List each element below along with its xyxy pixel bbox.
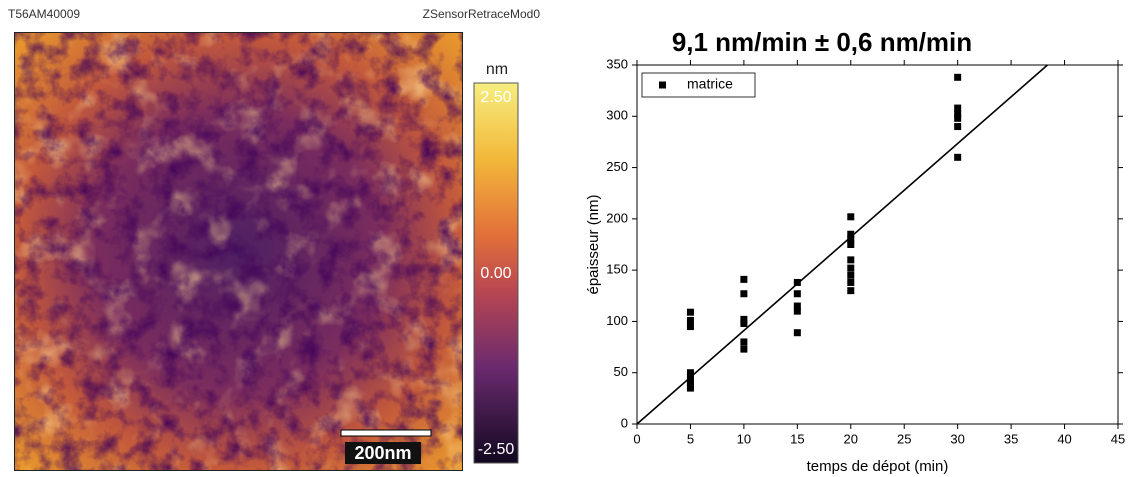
point [793, 290, 801, 298]
point [954, 104, 962, 112]
point [686, 377, 694, 385]
point [847, 235, 855, 243]
point [847, 213, 855, 221]
legend-marker [659, 81, 666, 89]
plot-frame [636, 64, 1119, 425]
point [847, 241, 855, 248]
point [686, 384, 694, 392]
colorbar-unit: nm [486, 61, 508, 78]
x-axis-label: temps de dépot (min) [807, 458, 949, 475]
point [793, 307, 801, 315]
point [740, 345, 748, 353]
colorbar-tick-label: 0.00 [480, 265, 511, 282]
point [686, 308, 694, 316]
point [740, 338, 748, 346]
point [686, 373, 694, 381]
colorbar-tick-label: -2.50 [478, 441, 515, 458]
point [686, 323, 694, 331]
point [954, 114, 962, 122]
point [740, 319, 748, 327]
x-tick-label: 30 [950, 431, 964, 446]
x-tick-label: 20 [844, 431, 858, 446]
scale-bar [340, 429, 432, 437]
x-tick-label: 0 [633, 431, 640, 446]
colorbar-tick-label: 2.50 [480, 89, 511, 106]
y-tick-label: 50 [614, 364, 628, 379]
afm-texture [15, 33, 462, 470]
y-tick-label: 200 [606, 210, 628, 225]
point [954, 110, 962, 118]
y-tick-label: 100 [606, 313, 628, 328]
point [793, 302, 801, 310]
y-tick-label: 300 [606, 108, 628, 123]
y-tick-label: 150 [606, 262, 628, 277]
x-tick-label: 10 [737, 431, 751, 446]
point [847, 264, 855, 272]
point [847, 230, 855, 238]
x-tick-label: 45 [1111, 431, 1125, 446]
point [793, 278, 801, 286]
scale-bar-label-bg [345, 442, 421, 464]
x-tick-label: 15 [790, 431, 804, 446]
x-tick-label: 5 [687, 431, 694, 446]
x-tick-label: 35 [1004, 431, 1018, 446]
colorbar [473, 82, 519, 464]
x-tick-label: 25 [897, 431, 911, 446]
point [740, 290, 748, 298]
point [847, 287, 855, 295]
x-tick-label: 40 [1057, 431, 1071, 446]
point [954, 73, 962, 81]
y-tick-label: 250 [606, 159, 628, 174]
point [954, 123, 962, 131]
point [847, 278, 855, 286]
y-tick-label: 0 [621, 415, 628, 430]
y-tick-label: 350 [606, 56, 628, 71]
chart-title: 9,1 nm/min ± 0,6 nm/min [672, 27, 972, 57]
point [847, 271, 855, 279]
colorbar-ticks: 2.50 0.00 -2.50 [478, 89, 515, 458]
sample-id: T56AM40009 [8, 7, 80, 21]
fit-line [636, 64, 1048, 425]
point [686, 316, 694, 324]
scale-bar-label: 200nm [354, 443, 411, 463]
point [847, 256, 855, 264]
chart: 9,1 nm/min ± 0,6 nm/min 0 5 10 15 20 25 30 35 40 4… [585, 27, 1125, 475]
point [740, 315, 748, 323]
point [793, 329, 801, 337]
point [954, 153, 962, 161]
legend-label: matrice [687, 76, 733, 92]
channel-name: ZSensorRetraceMod0 [423, 7, 541, 21]
y-axis-label: épaisseur (nm) [585, 194, 602, 294]
point [740, 275, 748, 283]
point [686, 369, 694, 377]
